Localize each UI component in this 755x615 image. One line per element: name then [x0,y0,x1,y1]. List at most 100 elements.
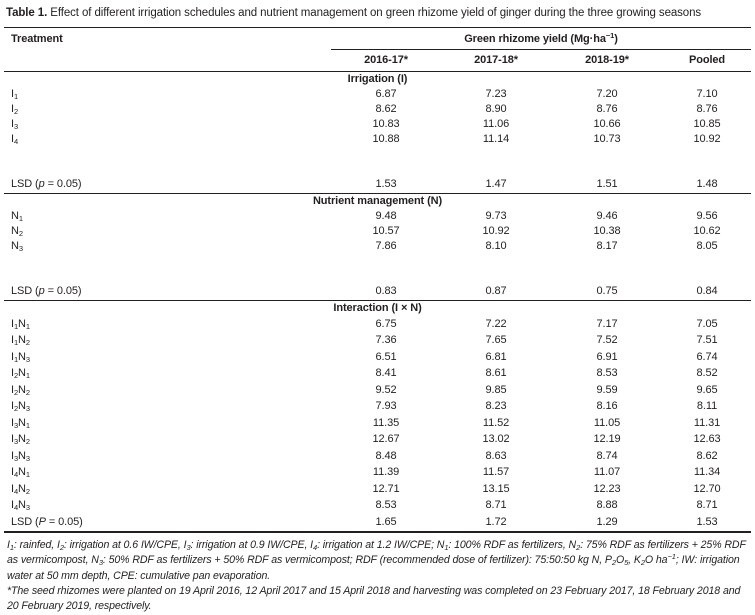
yield-value: 10.57 [372,225,400,238]
yield-value: 7.23 [485,88,507,101]
treatment-row: I2 8.62 8.90 8.76 8.76 [4,102,751,117]
section-header: Irrigation (I) [347,73,408,86]
yield-value: 8.62 [375,103,397,116]
header-row-years: 2016-17* 2017-18* 2018-19* Pooled [4,49,752,72]
lsd-value: 1.72 [441,513,551,533]
yield-value: 8.88 [596,499,618,512]
yield-value: 8.76 [696,103,718,116]
yield-value: 7.17 [596,317,618,330]
yield-value: 7.52 [596,334,618,347]
section-header: Nutrient management (N) [312,195,443,208]
yield-value: 11.57 [482,466,510,479]
lsd-row: LSD (p = 0.05) 0.83 0.87 0.75 0.84 [4,282,752,301]
yield-value: 12.23 [593,482,621,495]
treatment-row: I4N2 12.71 13.15 12.23 12.70 [4,481,751,498]
yield-value: 9.73 [485,210,507,223]
yield-value: 9.85 [485,383,507,396]
yield-value: 6.51 [375,350,397,363]
yield-value: 11.07 [593,466,621,479]
treatment-row: I1 6.87 7.23 7.20 7.10 [4,87,751,102]
treatment-label: I1N3 [11,350,30,364]
yield-value: 8.90 [485,103,507,116]
section-header-row: Interaction (I × N) [4,300,751,316]
yield-value: 7.36 [375,334,397,347]
treatment-label: I2N3 [11,400,30,414]
yield-value: 11.31 [693,416,721,429]
lsd-value: 0.87 [441,282,551,301]
yield-value: 9.52 [375,383,397,396]
spacer-row [4,147,751,176]
treatment-label: I4N1 [11,466,30,480]
treatment-label: I1N2 [11,334,30,348]
treatment-row: I4N3 8.53 8.71 8.88 8.71 [4,497,751,514]
yield-value: 12.19 [593,433,621,446]
lsd-value: 1.65 [331,513,441,533]
table-body: Irrigation (I) I1 6.87 7.23 7.20 7.10 I2 8.62 8.… [4,71,752,533]
footnote-abbreviations: I1: rainfed, I2: irrigation at 0.6 IW/CP… [7,538,746,582]
lsd-value: 1.53 [663,513,752,533]
yield-value: 10.85 [693,118,721,131]
section-header-row: Nutrient management (N) [4,193,751,209]
yield-value: 6.81 [485,350,507,363]
yield-value: 10.92 [482,225,510,238]
yield-value: 9.65 [696,383,718,396]
treatment-row: I1N3 6.51 6.81 6.91 6.74 [4,349,751,366]
lsd-value: 1.29 [551,513,663,533]
yield-value: 12.63 [693,433,721,446]
yield-value: 11.14 [482,133,510,146]
yield-value: 11.05 [593,416,621,429]
yield-value: 7.10 [696,88,718,101]
year-header-2018-19: 2018-19* [551,49,663,72]
treatment-row: I2N1 8.41 8.61 8.53 8.52 [4,365,751,382]
treatment-row: N2 10.57 10.92 10.38 10.62 [4,224,751,239]
treatment-label: I2N2 [11,383,30,397]
spacer-cell [4,147,751,176]
yield-value: 13.15 [482,482,510,495]
yield-value: 11.35 [372,416,400,429]
yield-value: 10.88 [372,133,400,146]
yield-value: 8.16 [596,400,618,413]
lsd-value: 0.84 [663,282,752,301]
lsd-value: 0.75 [551,282,663,301]
section-header: Interaction (I × N) [333,302,422,315]
yield-value: 7.65 [485,334,507,347]
treatment-label: N2 [11,225,23,239]
spacer-row [4,254,751,283]
yield-value: 7.93 [375,400,397,413]
yield-value: 7.20 [596,88,618,101]
yield-value: 8.17 [596,240,618,253]
yield-value: 10.66 [593,118,621,131]
yield-value: 6.91 [596,350,618,363]
lsd-label: LSD (P = 0.05) [4,513,331,533]
treatment-row: N3 7.86 8.10 8.17 8.05 [4,239,751,254]
lsd-value: 0.83 [331,282,441,301]
treatment-label: N3 [11,240,23,254]
treatment-row: I1N1 6.75 7.22 7.17 7.05 [4,316,751,333]
yield-value: 8.61 [485,367,507,380]
yield-value: 8.05 [696,240,718,253]
lsd-value: 1.48 [663,175,752,194]
treatment-row: I3 10.83 11.06 10.66 10.85 [4,117,751,132]
table-figure: Table 1. Effect of different irrigation … [4,0,752,615]
yield-value: 6.87 [375,88,397,101]
treatment-row: N1 9.48 9.73 9.46 9.56 [4,209,751,224]
yield-value: 12.71 [372,482,400,495]
table-caption: Effect of different irrigation schedules… [47,7,702,19]
yield-value: 8.76 [596,103,618,116]
treatment-row: I3N1 11.35 11.52 11.05 11.31 [4,415,751,432]
treatment-label: I3N2 [11,433,30,447]
year-header-2017-18: 2017-18* [441,49,551,72]
yield-value: 13.02 [482,433,510,446]
yield-value: 10.62 [693,225,721,238]
yield-value: 10.83 [372,118,400,131]
lsd-row: LSD (p = 0.05) 1.53 1.47 1.51 1.48 [4,175,752,194]
treatment-label: I2N1 [11,367,30,381]
yield-value: 8.52 [696,367,718,380]
yield-value: 9.56 [696,210,718,223]
yield-value: 7.51 [696,334,718,347]
lsd-row: LSD (P = 0.05) 1.65 1.72 1.29 1.53 [4,513,752,533]
yield-value: 8.62 [696,449,718,462]
treatment-row: I4 10.88 11.14 10.73 10.92 [4,132,751,147]
treatment-label: I4N3 [11,499,30,513]
year-header-pooled: Pooled [663,49,752,72]
